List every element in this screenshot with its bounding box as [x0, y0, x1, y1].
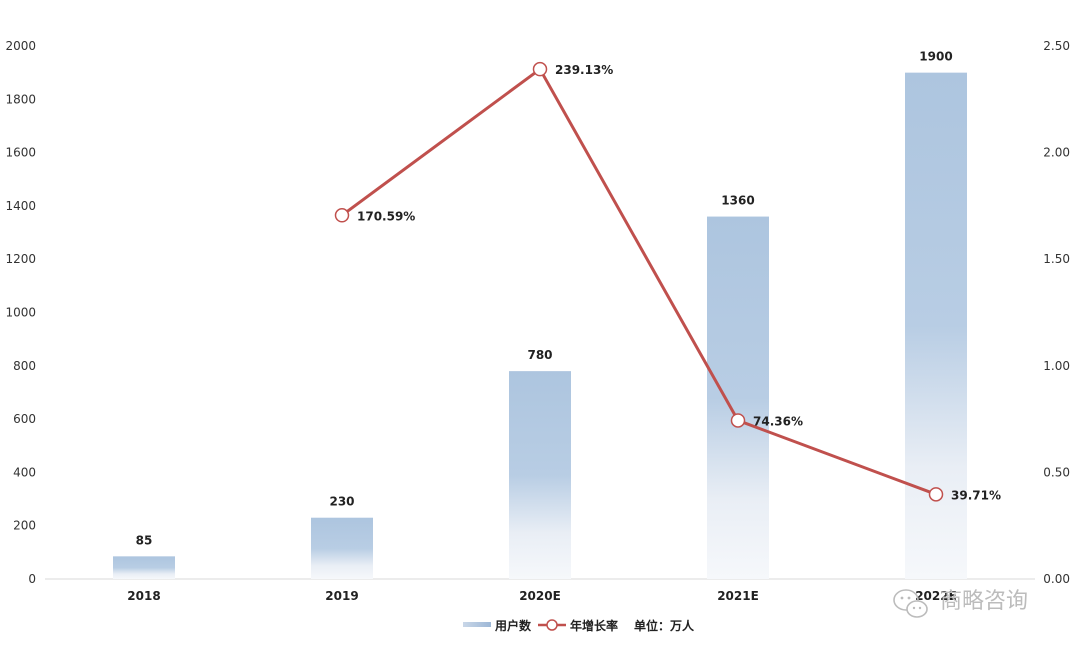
bar-data-label: 230	[329, 495, 354, 509]
category-label: 2022E	[915, 589, 957, 603]
line-point	[928, 487, 944, 502]
legend: 用户数 年增长率 单位：万人	[463, 618, 695, 633]
line-data-label: 74.36%	[753, 414, 803, 428]
left-axis-ticks: 0 200 400 600 800 1000 1200 1400 1600 1800 2000	[5, 39, 36, 586]
line-point	[532, 61, 548, 77]
category-label: 2021E	[717, 589, 759, 603]
bar	[113, 556, 175, 579]
left-tick-label: 1600	[5, 146, 36, 160]
line-data-label: 170.59%	[357, 209, 415, 223]
left-tick-label: 1800	[5, 92, 36, 106]
category-label: 2019	[325, 589, 358, 603]
left-tick-label: 1000	[5, 306, 36, 320]
bar	[707, 216, 769, 579]
line-series	[334, 61, 944, 502]
left-tick-label: 800	[13, 359, 36, 373]
right-axis-ticks: 0.00 0.50 1.00 1.50 2.00 2.50	[1043, 39, 1070, 586]
bar-series	[113, 72, 967, 580]
bar-data-label: 85	[136, 533, 153, 547]
legend-item-growth: 年增长率	[570, 618, 618, 633]
legend-line-marker	[546, 619, 558, 631]
right-tick-label: 1.00	[1043, 359, 1070, 373]
right-tick-label: 2.50	[1043, 39, 1070, 53]
line-data-labels: 170.59% 239.13% 74.36% 39.71%	[357, 63, 1001, 502]
bar-data-label: 1900	[919, 50, 952, 64]
left-tick-label: 200	[13, 519, 36, 533]
left-tick-label: 600	[13, 412, 36, 426]
line-point	[334, 208, 350, 223]
legend-bar-swatch	[463, 622, 491, 627]
bar	[905, 72, 967, 580]
bar-data-label: 1360	[721, 194, 754, 208]
legend-item-users: 用户数	[494, 618, 532, 633]
growth-line	[341, 67, 937, 496]
right-tick-label: 0.50	[1043, 465, 1070, 479]
left-tick-label: 400	[13, 465, 36, 479]
left-tick-label: 0	[28, 572, 36, 586]
bar-data-labels: 85 230 780 1360 1900	[136, 50, 953, 548]
right-tick-label: 1.50	[1043, 252, 1070, 266]
category-labels: 2018 2019 2020E 2021E 2022E	[127, 589, 957, 603]
wechat-icon	[893, 589, 928, 618]
watermark-text: 商略咨询	[940, 589, 1028, 614]
legend-unit-note: 单位：万人	[634, 618, 695, 633]
watermark: 商略咨询	[893, 589, 1028, 618]
category-label: 2018	[127, 589, 160, 603]
line-data-label: 39.71%	[951, 488, 1001, 502]
bar	[311, 517, 373, 579]
bar-data-label: 780	[527, 348, 552, 362]
left-tick-label: 2000	[5, 39, 36, 53]
right-tick-label: 0.00	[1043, 572, 1070, 586]
right-tick-label: 2.00	[1043, 146, 1070, 160]
line-data-label: 239.13%	[555, 63, 613, 77]
bar	[509, 371, 571, 579]
line-point	[730, 413, 746, 428]
left-tick-label: 1400	[5, 199, 36, 213]
left-tick-label: 1200	[5, 252, 36, 266]
category-label: 2020E	[519, 589, 561, 603]
